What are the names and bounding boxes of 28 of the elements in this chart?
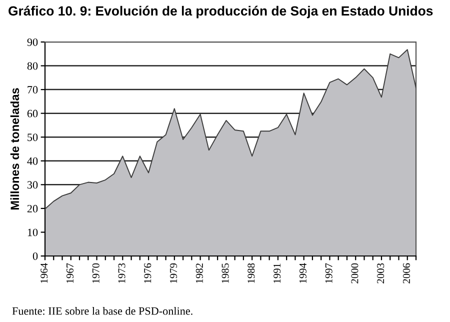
x-tick-label: 1970: [92, 263, 100, 283]
x-tick-label: 1979: [170, 263, 178, 283]
x-tick-label: 1964: [40, 263, 48, 283]
source-note: Fuente: IIE sobre la base de PSD-online.: [12, 306, 192, 315]
y-tick-label: 0: [32, 252, 38, 260]
y-tick-label: 80: [27, 62, 38, 70]
y-tick-label: 50: [28, 134, 38, 142]
x-tick-label: 2003: [377, 263, 384, 284]
y-tick-label: 40: [27, 157, 38, 165]
y-axis-title: Millones de toneladas: [10, 88, 20, 210]
x-tick-label: 1997: [325, 263, 332, 283]
x-tick-label: 1991: [274, 264, 281, 283]
x-tick-label: 1994: [299, 263, 306, 283]
x-tick-label: 1973: [118, 263, 126, 283]
y-tick-label: 30: [27, 181, 38, 189]
y-tick-label: 90: [27, 38, 38, 46]
chart-title: Gráfico 10. 9: Evolución de la producción de Soja en Estado Unidos: [8, 6, 433, 18]
x-tick-label: 1982: [196, 264, 203, 283]
x-tick-label: 2006: [402, 263, 410, 284]
x-tick-label: 1976: [144, 263, 152, 283]
y-tick-label: 20: [27, 204, 38, 212]
y-tick-label: 60: [27, 110, 38, 118]
x-tick-label: 1967: [66, 263, 74, 283]
x-tick-label: 1988: [248, 263, 255, 283]
x-tick-label: 2000: [351, 263, 358, 284]
x-tick-label: 1985: [222, 263, 229, 283]
y-tick-label: 10: [28, 228, 38, 236]
y-tick-label: 70: [28, 86, 38, 94]
